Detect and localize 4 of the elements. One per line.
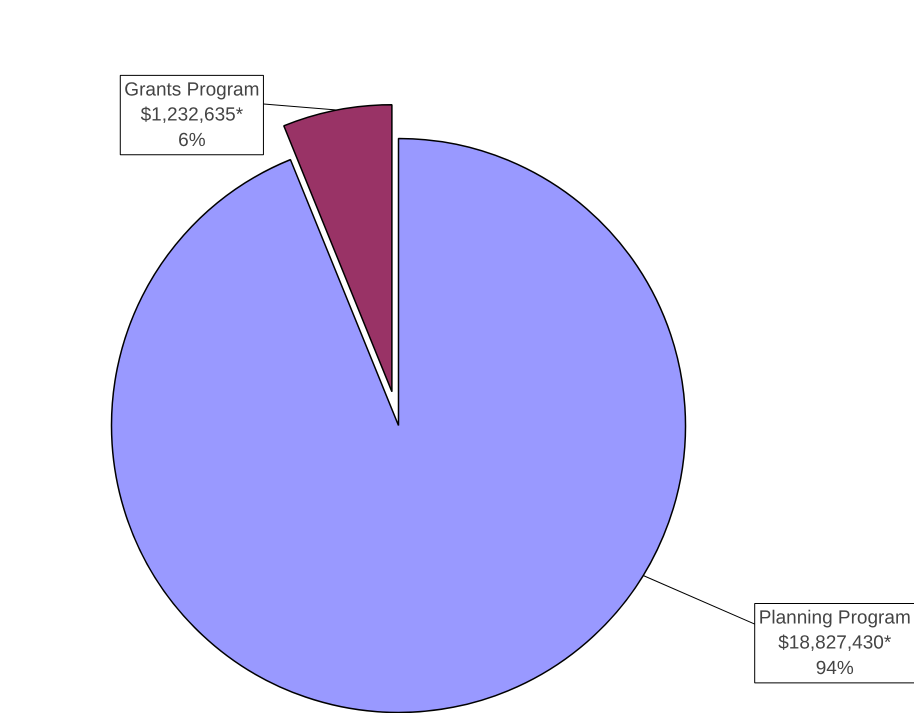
data-label: $18,827,430* 94% bbox=[778, 632, 892, 679]
slice-label: Grants Program bbox=[124, 79, 260, 100]
slice-label: Planning Program bbox=[758, 607, 911, 628]
data-label: $1,232,635* 6% bbox=[140, 104, 244, 151]
